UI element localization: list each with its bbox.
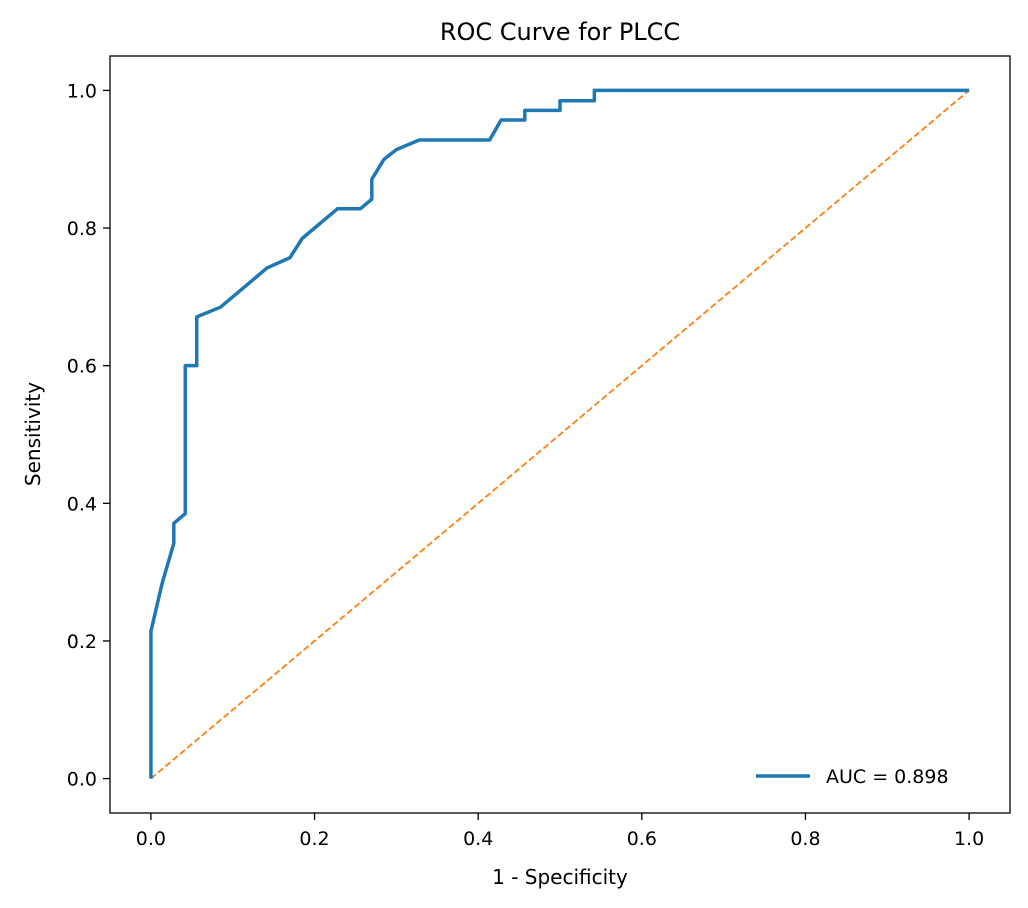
y-tick-label: 0.2 xyxy=(67,631,97,653)
chart-title: ROC Curve for PLCC xyxy=(440,18,680,46)
legend-entry: AUC = 0.898 xyxy=(826,766,949,788)
x-tick-label: 0.2 xyxy=(299,828,329,850)
y-tick-label: 0.6 xyxy=(67,356,97,378)
roc-curve-line xyxy=(149,88,970,779)
reference-diagonal-line xyxy=(150,89,970,780)
x-tick-label: 1.0 xyxy=(954,828,984,850)
y-tick-label: 1.0 xyxy=(67,80,97,102)
y-axis: 0.0 0.2 0.4 0.6 0.8 1.0 xyxy=(67,80,110,791)
legend: AUC = 0.898 xyxy=(745,752,1000,802)
y-tick-label: 0.4 xyxy=(67,493,97,515)
plot-area xyxy=(149,88,970,780)
x-axis: 0.0 0.2 0.4 0.6 0.8 1.0 xyxy=(136,813,984,850)
x-axis-label: 1 - Specificity xyxy=(492,865,628,889)
y-tick-label: 0.8 xyxy=(67,218,97,240)
x-tick-label: 0.6 xyxy=(627,828,657,850)
x-tick-label: 0.0 xyxy=(136,828,166,850)
axes-frame xyxy=(109,55,1011,814)
y-axis-label: Sensitivity xyxy=(21,382,45,486)
x-tick-label: 0.4 xyxy=(463,828,493,850)
y-tick-label: 0.0 xyxy=(67,769,97,791)
x-tick-label: 0.8 xyxy=(790,828,820,850)
